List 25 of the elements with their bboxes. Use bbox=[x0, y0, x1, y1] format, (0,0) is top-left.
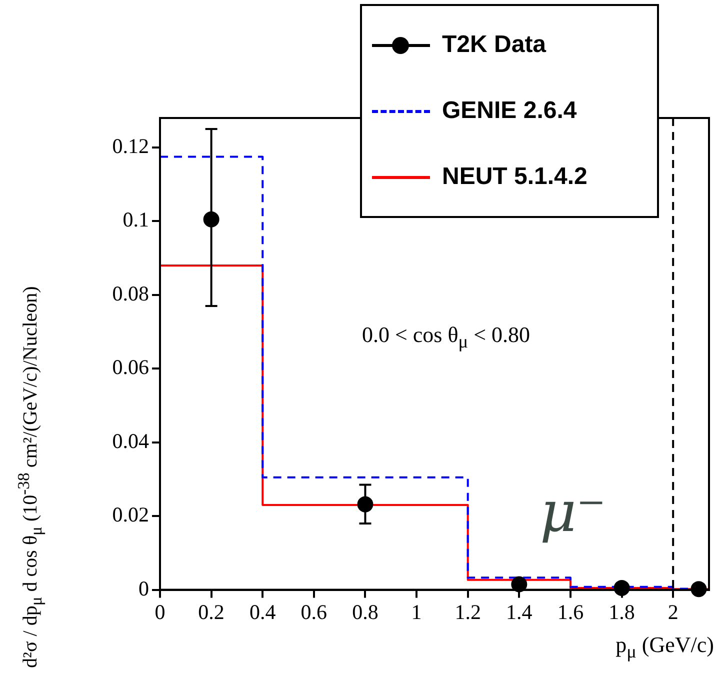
x-tick-label: 1.4 bbox=[506, 600, 533, 624]
point bbox=[511, 576, 528, 592]
x-tick-label: 1 bbox=[411, 600, 422, 624]
y-tick-label: 0.08 bbox=[112, 281, 149, 306]
legend-label: GENIE 2.6.4 bbox=[442, 97, 577, 125]
y-tick-label: 0.1 bbox=[122, 208, 149, 232]
x-tick-label: 0 bbox=[154, 600, 166, 624]
y-tick-label: 0 bbox=[138, 576, 149, 600]
x-tick-label: 1.6 bbox=[557, 600, 584, 624]
x-tick-label: 2 bbox=[668, 600, 678, 624]
x-tick-label: 1.2 bbox=[454, 600, 481, 624]
y-tick-label: 0.12 bbox=[112, 134, 149, 158]
annotation: 0.0 < cos θ$_{μ}$ < 0.80 bbox=[362, 322, 530, 352]
y-tick-label: 0.06 bbox=[112, 355, 149, 380]
x-axis-title: p$_{μ}$ (GeV/c) bbox=[616, 632, 714, 662]
y-tick-label: 0.04 bbox=[112, 428, 150, 453]
x-tick-label: 1.8 bbox=[608, 600, 635, 624]
annotation: μ⁻ bbox=[540, 480, 606, 545]
x-tick-label: 0.8 bbox=[352, 600, 378, 624]
x-tick-label: 0.6 bbox=[300, 600, 328, 624]
legend-label: NEUT 5.1.4.2 bbox=[442, 163, 588, 191]
x-tick-label: 0.4 bbox=[249, 600, 276, 624]
legend-label: T2K Data bbox=[442, 31, 546, 59]
y-tick-label: 0.02 bbox=[112, 502, 149, 527]
x-tick-label: 0.2 bbox=[198, 600, 224, 624]
